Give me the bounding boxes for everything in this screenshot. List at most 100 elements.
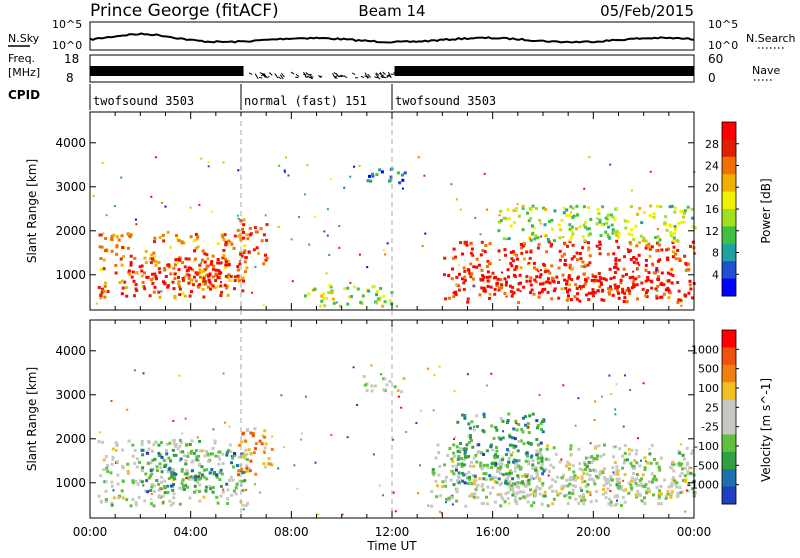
range-time-cell bbox=[607, 253, 610, 256]
range-time-cell bbox=[103, 296, 106, 299]
range-time-cell bbox=[494, 426, 497, 429]
range-time-cell bbox=[120, 177, 122, 179]
range-time-cell bbox=[533, 238, 536, 241]
range-time-cell bbox=[588, 234, 591, 237]
range-time-cell bbox=[98, 286, 101, 289]
range-time-cell bbox=[576, 476, 579, 479]
range-time-cell bbox=[659, 205, 662, 208]
range-time-cell bbox=[181, 450, 184, 453]
beam-title: Beam 14 bbox=[358, 2, 425, 20]
range-time-cell bbox=[663, 293, 666, 296]
range-time-cell bbox=[669, 291, 672, 294]
range-time-cell bbox=[582, 235, 585, 238]
range-time-cell bbox=[572, 484, 575, 487]
range-time-cell bbox=[677, 222, 680, 225]
sky-left-tick-top: 10^5 bbox=[52, 18, 82, 31]
range-time-cell bbox=[607, 235, 610, 238]
range-time-cell bbox=[506, 448, 509, 451]
range-time-cell bbox=[102, 468, 105, 471]
range-time-cell bbox=[501, 272, 503, 274]
range-time-cell bbox=[559, 461, 562, 464]
range-time-cell bbox=[673, 211, 676, 214]
range-time-cell bbox=[569, 239, 572, 242]
range-time-cell bbox=[359, 165, 361, 167]
velocity-ylabel: Slant Range [km] bbox=[25, 367, 39, 471]
x-tick-label: 12:00 bbox=[375, 525, 410, 539]
range-time-cell bbox=[136, 466, 139, 469]
range-time-cell bbox=[640, 221, 643, 224]
range-time-cell bbox=[662, 283, 665, 286]
range-time-cell bbox=[201, 259, 204, 262]
range-time-cell bbox=[186, 472, 189, 475]
range-time-cell bbox=[554, 209, 557, 212]
range-time-cell bbox=[405, 431, 407, 433]
range-time-cell bbox=[99, 474, 102, 477]
colorbar-tick-label: 8 bbox=[712, 247, 719, 260]
range-time-cell bbox=[229, 426, 231, 428]
range-time-cell bbox=[190, 235, 193, 238]
range-time-cell bbox=[508, 472, 511, 475]
range-time-cell bbox=[245, 233, 248, 236]
range-time-cell bbox=[471, 446, 474, 449]
range-time-cell bbox=[132, 481, 135, 484]
range-time-cell bbox=[105, 490, 108, 493]
range-time-cell bbox=[114, 264, 117, 267]
range-time-cell bbox=[470, 461, 473, 464]
range-time-cell bbox=[212, 255, 215, 258]
range-time-cell bbox=[548, 475, 550, 477]
range-time-cell bbox=[317, 513, 319, 515]
range-time-cell bbox=[674, 253, 677, 256]
range-time-cell bbox=[635, 482, 638, 485]
colorbar-swatch bbox=[722, 452, 736, 470]
range-time-cell bbox=[567, 294, 570, 297]
range-time-cell bbox=[420, 410, 422, 412]
range-time-cell bbox=[222, 491, 225, 494]
range-time-cell bbox=[188, 258, 191, 261]
range-time-cell bbox=[169, 272, 172, 275]
range-time-cell bbox=[441, 512, 443, 514]
range-time-cell bbox=[543, 264, 546, 267]
range-time-cell bbox=[509, 444, 512, 447]
range-time-cell bbox=[522, 205, 525, 208]
range-time-cell bbox=[236, 483, 239, 486]
y-tick-label: 3000 bbox=[55, 388, 86, 402]
colorbar-swatch bbox=[722, 400, 736, 418]
range-time-cell bbox=[220, 291, 223, 294]
range-time-cell bbox=[98, 440, 101, 443]
range-time-cell bbox=[651, 481, 654, 484]
range-time-cell bbox=[181, 292, 184, 295]
range-time-cell bbox=[585, 485, 588, 488]
range-time-cell bbox=[555, 276, 558, 279]
range-time-cell bbox=[444, 297, 447, 300]
range-time-cell bbox=[444, 485, 447, 488]
range-time-cell bbox=[145, 479, 148, 482]
range-time-cell bbox=[665, 497, 668, 500]
range-time-cell bbox=[499, 438, 502, 441]
range-time-cell bbox=[375, 173, 378, 176]
range-time-cell bbox=[249, 467, 251, 469]
range-time-cell bbox=[151, 282, 154, 285]
range-time-cell bbox=[564, 263, 567, 266]
range-time-cell bbox=[605, 496, 608, 499]
range-time-cell bbox=[135, 283, 138, 286]
range-time-cell bbox=[489, 492, 492, 495]
range-time-cell bbox=[540, 442, 543, 445]
range-time-cell bbox=[552, 466, 555, 469]
range-time-cell bbox=[678, 462, 681, 465]
range-time-cell bbox=[150, 498, 152, 500]
range-time-cell bbox=[330, 178, 332, 180]
range-time-cell bbox=[634, 225, 637, 228]
range-time-cell bbox=[576, 277, 579, 280]
range-time-cell bbox=[498, 469, 501, 472]
range-time-cell bbox=[149, 489, 152, 492]
range-time-cell bbox=[537, 457, 540, 460]
range-time-cell bbox=[142, 281, 145, 284]
range-time-cell bbox=[499, 504, 502, 507]
range-time-cell bbox=[185, 469, 188, 472]
range-time-cell bbox=[495, 450, 498, 453]
range-time-cell bbox=[237, 169, 239, 171]
range-time-cell bbox=[615, 446, 617, 448]
colorbar-swatch bbox=[722, 382, 736, 400]
range-time-cell bbox=[225, 275, 228, 278]
range-time-cell bbox=[216, 262, 219, 265]
